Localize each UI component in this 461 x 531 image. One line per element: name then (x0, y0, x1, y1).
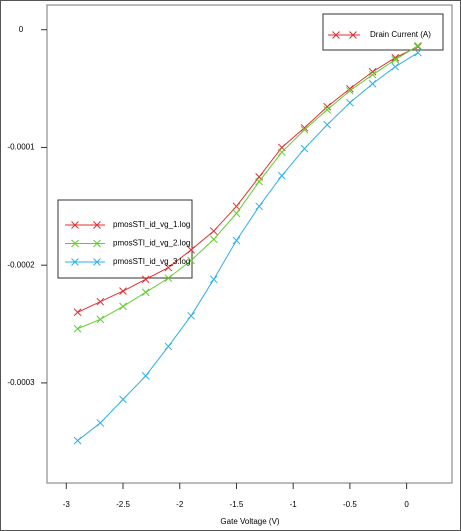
marker (391, 53, 400, 62)
marker (255, 202, 263, 211)
marker (73, 308, 82, 317)
marker (368, 79, 377, 88)
legend-label: pmosSTI_id_vg_1.log (113, 220, 190, 229)
marker (93, 239, 101, 248)
marker (346, 84, 354, 93)
marker (209, 235, 218, 244)
series-line (77, 52, 419, 442)
marker (391, 62, 400, 71)
marker (349, 31, 357, 39)
y-tick-label: -0.0002 (7, 260, 35, 269)
marker (119, 302, 127, 311)
marker (187, 246, 195, 254)
marker (187, 311, 195, 320)
x-axis-label: Gate Voltage (V) (220, 517, 279, 526)
x-tick-label: -2.5 (116, 500, 130, 509)
marker (93, 258, 101, 266)
x-tick-label: -3 (63, 500, 71, 509)
legend-label: pmosSTI_id_vg_2.log (113, 239, 190, 248)
marker (232, 202, 241, 211)
marker (232, 236, 241, 245)
marker (232, 209, 241, 218)
marker (96, 315, 105, 324)
marker (73, 436, 82, 445)
legend-box (57, 199, 193, 279)
y-legend-box (322, 13, 444, 51)
x-tick-label: -2 (176, 500, 184, 509)
marker (209, 227, 218, 235)
y-axis-label: Drain Current (A) (370, 30, 431, 39)
marker (71, 221, 79, 229)
marker (277, 171, 286, 180)
marker (93, 221, 101, 229)
x-tick-label: -1 (290, 500, 298, 509)
marker (368, 70, 377, 79)
marker (300, 144, 309, 153)
marker (414, 41, 422, 50)
marker (73, 324, 82, 333)
x-tick-label: -1.5 (230, 500, 244, 509)
marker (346, 86, 354, 95)
marker (141, 372, 150, 380)
marker (332, 31, 340, 39)
marker (164, 274, 173, 282)
marker (209, 275, 218, 284)
marker (96, 297, 105, 306)
marker (187, 256, 195, 265)
marker (255, 177, 263, 186)
marker (323, 105, 332, 114)
marker (300, 125, 309, 134)
y-tick-label: 0 (19, 25, 24, 34)
legend-label: pmosSTI_id_vg_3.log (113, 257, 190, 266)
marker (164, 342, 173, 351)
marker (96, 419, 105, 427)
marker (300, 123, 309, 132)
y-tick-label: -0.0001 (7, 143, 35, 152)
marker (71, 239, 79, 248)
marker (119, 287, 127, 295)
series-line (77, 45, 419, 330)
marker (141, 288, 150, 297)
marker (346, 98, 354, 107)
marker (119, 395, 127, 404)
y-tick-label: -0.0003 (7, 378, 35, 387)
marker (391, 55, 400, 64)
x-tick-label: 0 (404, 500, 409, 509)
marker (71, 258, 79, 266)
marker (277, 148, 286, 157)
marker (414, 42, 422, 51)
x-tick-label: -0.5 (343, 500, 357, 509)
series-line (77, 46, 419, 313)
marker (414, 48, 422, 57)
marker (368, 67, 377, 76)
marker (323, 102, 332, 111)
marker (164, 263, 173, 272)
marker (323, 120, 332, 129)
marker (141, 275, 150, 284)
